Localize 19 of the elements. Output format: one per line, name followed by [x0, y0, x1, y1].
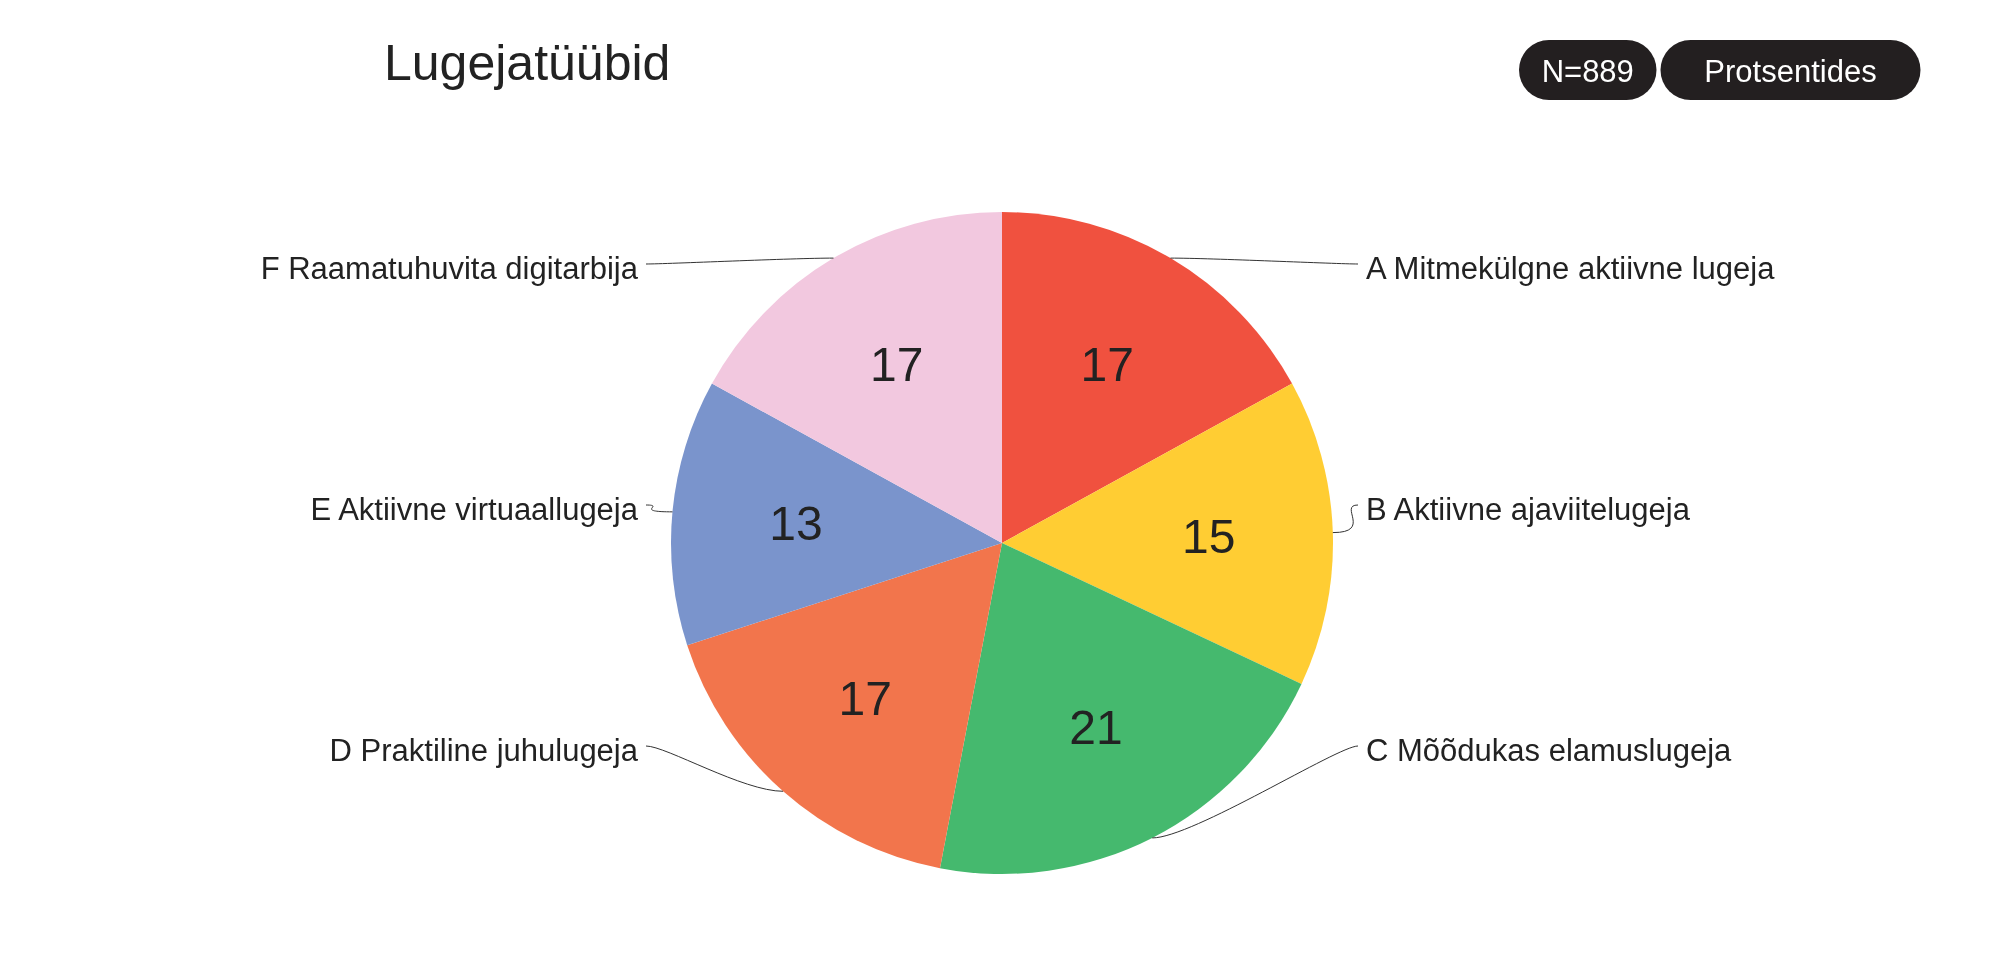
- pie-slice: [711, 212, 1002, 543]
- slice-label: C Mõõdukas elamuslugeja: [1366, 733, 1733, 768]
- data-label: 17: [1080, 338, 1134, 392]
- data-label: 13: [769, 497, 823, 551]
- slice-label: D Praktiline juhulugeja: [329, 733, 639, 768]
- slice-label: F Raamatuhuvita digitarbija: [260, 251, 639, 286]
- slice-label: E Aktiivne virtuaallugeja: [310, 492, 639, 527]
- text: Protsentides: [1704, 53, 1877, 89]
- text: N=889: [1541, 53, 1634, 89]
- data-label: 15: [1182, 510, 1236, 563]
- pie-slice: [671, 383, 1002, 646]
- pie-slice: [687, 543, 1002, 869]
- chart-title: Lugejatüübid: [384, 35, 671, 91]
- pie-slice: [1002, 383, 1333, 684]
- data-label: 21: [1069, 700, 1123, 754]
- data-label: 17: [838, 671, 892, 725]
- data-label: 17: [870, 338, 924, 392]
- slice-label: A Mitmekülgne aktiivne lugeja: [1366, 251, 1776, 286]
- slice-label: B Aktiivne ajaviitelugeja: [1366, 492, 1691, 527]
